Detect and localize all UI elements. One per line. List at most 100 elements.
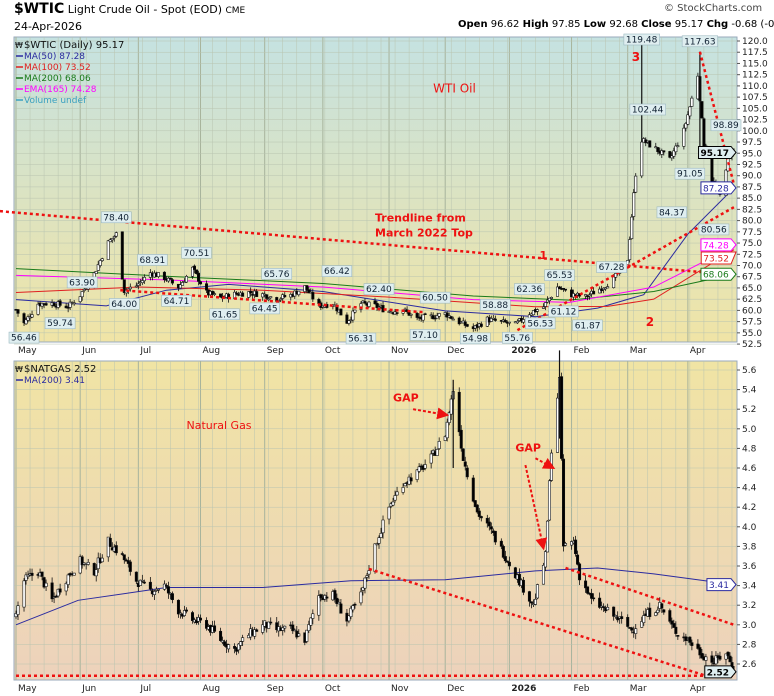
candle [253,627,257,640]
candle-down [562,458,566,547]
price-label: 60.50 [419,291,451,304]
price-label-text: 64.71 [164,297,190,307]
candle [100,554,104,563]
candle-up [347,320,351,324]
candle [541,562,545,585]
y-tick-label: 82.5 [742,205,762,215]
price-label-box [108,298,140,310]
candle-down [423,313,427,315]
candle [128,283,132,292]
candle-up [656,609,660,613]
candle [347,615,351,624]
candle-up [82,288,86,291]
candle [283,625,287,633]
candle-down [676,635,680,637]
candle-down [122,279,126,293]
candle-up [136,283,140,286]
candle [307,286,311,294]
candle [632,189,636,221]
candle [445,418,449,442]
axis-badge-text: 73.52 [703,255,729,265]
price-label-box [66,276,98,289]
candle [531,310,535,316]
y-tick-label: 70.0 [742,262,762,272]
candle [170,278,174,286]
trendline [368,567,707,677]
candle-down [465,324,469,327]
candle-down [58,300,62,306]
candle-up [640,621,644,628]
candle [724,653,728,665]
candle-up [391,501,395,506]
candle [515,319,519,325]
candle [134,282,138,288]
legend-entry: MA(100) 73.52 [24,63,91,73]
candle-up [365,575,369,578]
x-tick-label: Oct [325,684,341,694]
candle-up [353,309,357,313]
candle [182,605,186,617]
candle-up [68,301,72,308]
candle [493,530,497,545]
price-label-text: 56.53 [527,319,553,329]
candle-down [648,607,652,617]
candle [112,235,116,242]
candle [586,586,590,595]
candle-up [598,288,602,294]
x-tick-label: Aug [203,346,221,356]
candle [367,565,371,579]
candle-up [110,238,114,241]
price-label-box [181,246,212,259]
candle [148,577,152,591]
y-tick-label: 2.8 [742,640,757,650]
candle-up [403,308,407,311]
candle [489,315,493,323]
candle [656,606,660,615]
candle-up [267,621,271,629]
candle-down [662,609,666,613]
candle [479,515,483,522]
candle [630,214,634,240]
candle-up [72,572,76,576]
candle-up [375,543,379,546]
candle-up [140,580,144,582]
candle [168,277,172,280]
candle [213,620,217,633]
candle [690,95,694,107]
x-tick-label: 2026 [511,346,536,356]
price-label: 65.76 [261,268,293,280]
y-tick-label: 72.5 [742,250,762,260]
candle [688,636,692,646]
candle-down [726,651,730,657]
candle [317,590,321,621]
candle-up [239,641,243,646]
candle [556,393,560,453]
candle-up [351,310,355,321]
candle [269,296,273,300]
price-label: 102.44 [629,103,666,116]
candle-up [606,606,610,611]
ma50-line [15,187,735,318]
price-label: 66.42 [321,265,353,277]
price-label: 64.00 [108,298,140,310]
candle-down [485,517,489,524]
candle-up [515,320,519,324]
candle [92,562,96,577]
candle [489,522,493,534]
candle [307,620,311,634]
candle-up [317,595,321,616]
candle-down [564,288,568,291]
ma200-line [15,567,735,626]
legend-entry: EMA(165) 74.28 [24,85,97,95]
candle [353,602,357,609]
candle-up [688,106,692,117]
gap-arrow [524,464,548,551]
candle-down [626,617,630,627]
candle-up [535,584,539,599]
candle-down [375,302,379,308]
candle-down [620,616,624,619]
price-label: 65.53 [544,269,575,281]
candle [108,533,112,547]
axis-value-badge: 68.06 [700,267,737,281]
candle-up [227,644,231,650]
